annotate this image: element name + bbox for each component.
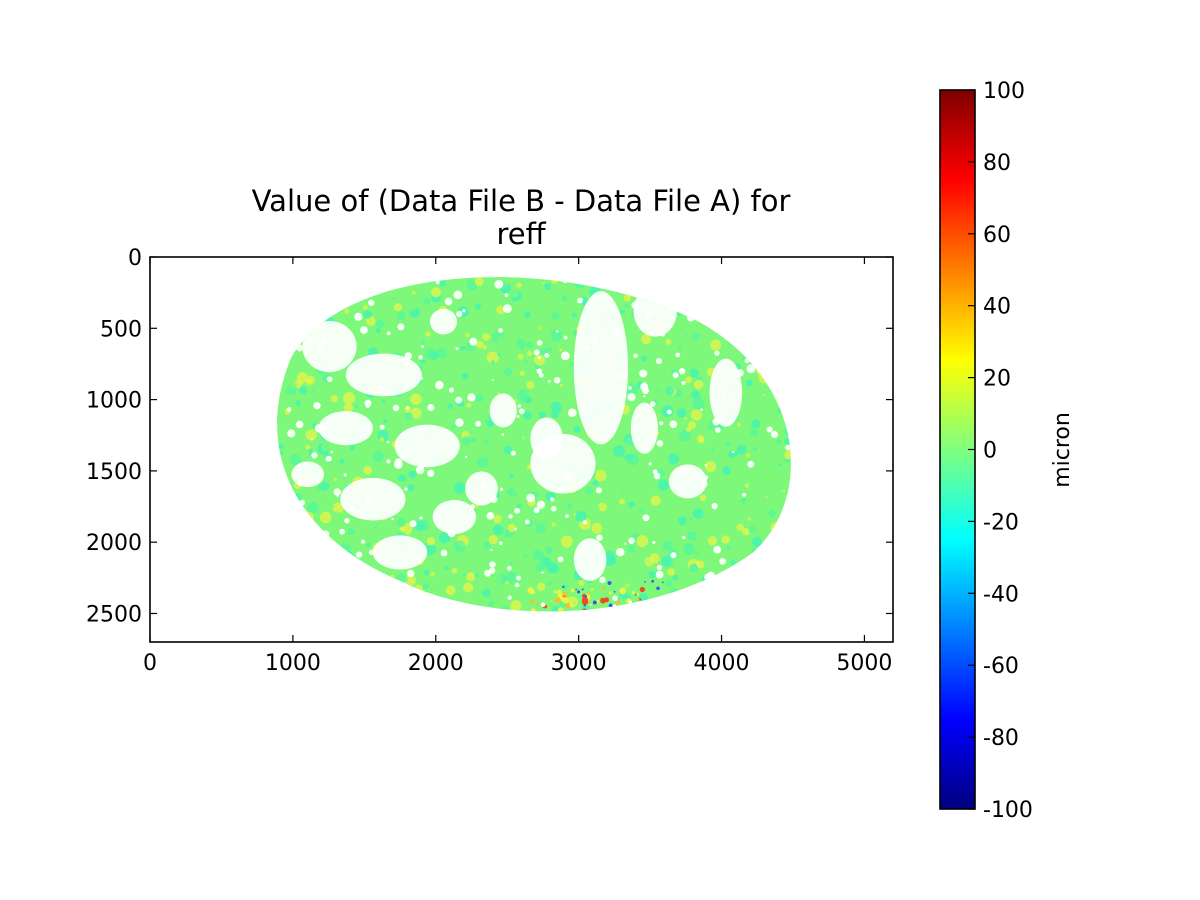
earth-disk <box>277 277 791 612</box>
chart-title-line-2: reff <box>496 217 546 251</box>
colorbar-ticks: 100 80 60 40 20 0 -20 -40 -60 -80 -100 <box>968 79 1033 823</box>
x-tick-label: 1000 <box>265 651 321 676</box>
x-axis: 0 1000 2000 3000 4000 5000 <box>143 257 892 676</box>
colorbar-tick-label: 0 <box>983 439 997 464</box>
x-tick-label: 4000 <box>694 651 750 676</box>
colorbar-tick-label: -100 <box>983 798 1033 823</box>
colorbar-tick-label: 60 <box>983 223 1011 248</box>
colorbar-tick-label: -20 <box>983 510 1019 535</box>
x-tick-label: 0 <box>143 651 157 676</box>
x-tick-label: 2000 <box>408 651 464 676</box>
colorbar-tick-label: -80 <box>983 726 1019 751</box>
colorbar-tick-label: -60 <box>983 654 1019 679</box>
colorbar-tick-label: -40 <box>983 582 1019 607</box>
plot-frame <box>149 256 894 643</box>
y-tick-label: 1500 <box>86 460 142 485</box>
chart-title-line-1: Value of (Data File B - Data File A) for <box>252 184 791 218</box>
y-axis: 0 500 1000 1500 2000 2500 <box>86 246 893 627</box>
x-tick-label: 3000 <box>551 651 607 676</box>
colorbar-tick-label: 80 <box>983 151 1011 176</box>
colorbar-tick-label: 100 <box>983 79 1025 104</box>
colorbar-label: micron <box>1050 412 1075 488</box>
y-tick-label: 0 <box>128 246 142 271</box>
x-tick-label: 5000 <box>836 651 892 676</box>
y-tick-label: 1000 <box>86 389 142 414</box>
y-tick-label: 2000 <box>86 531 142 556</box>
difference-image <box>277 277 791 612</box>
colorbar: 100 80 60 40 20 0 -20 -40 -60 -80 -100 micron <box>939 79 1075 823</box>
y-tick-label: 2500 <box>86 602 142 627</box>
y-tick-label: 500 <box>100 317 142 342</box>
colorbar-tick-label: 20 <box>983 367 1011 392</box>
colorbar-tick-label: 40 <box>983 295 1011 320</box>
plot-area: 0 1000 2000 3000 4000 5000 0 500 1000 1500 2000 25… <box>86 246 894 676</box>
